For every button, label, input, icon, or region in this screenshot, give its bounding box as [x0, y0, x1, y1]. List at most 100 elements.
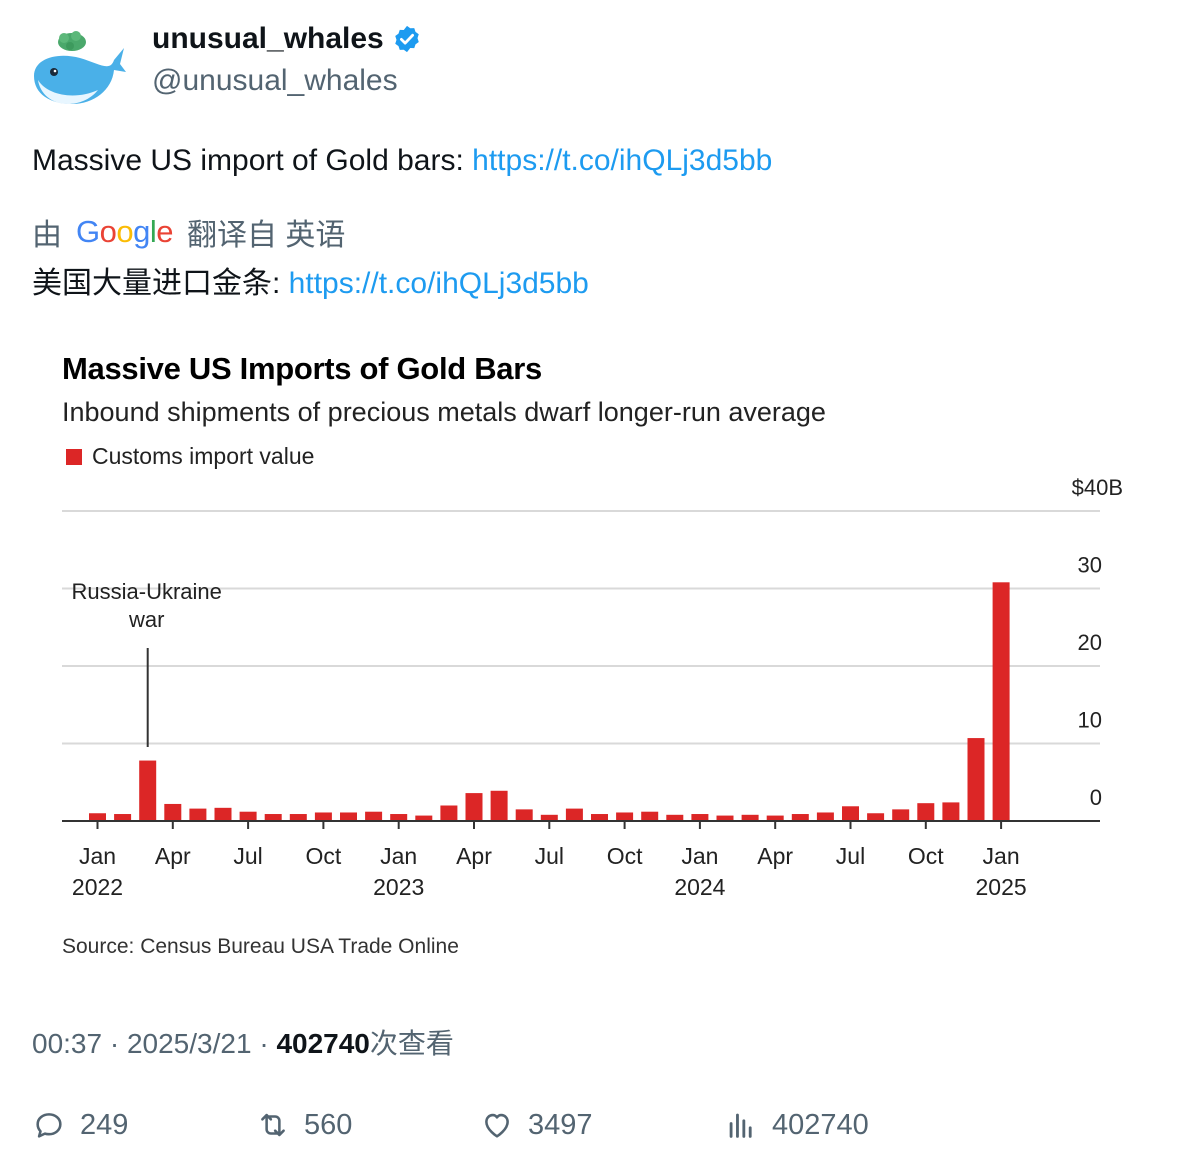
bar-nov-2022 — [340, 812, 357, 821]
tweet-link[interactable]: https://t.co/ihQLj3d5bb — [472, 144, 773, 177]
bar-feb-2023 — [415, 815, 433, 821]
y-tick-label: 30 — [1078, 553, 1102, 578]
display-name-text: unusual_whales — [152, 22, 384, 55]
bar-apr-2024 — [766, 815, 784, 821]
bar-jan-2024 — [691, 814, 709, 821]
legend-label: Customs import value — [92, 443, 315, 469]
bar-apr-2022 — [164, 803, 182, 821]
verified-badge-icon — [392, 24, 422, 54]
chart-subtitle: Inbound shipments of precious metals dwa… — [62, 397, 826, 427]
annotation-label: war — [128, 607, 164, 632]
heart-icon — [485, 1113, 509, 1138]
x-tick-label: Apr — [757, 843, 793, 869]
bar-aug-2024 — [867, 813, 885, 821]
tweet-date[interactable]: 2025/3/21 — [126, 1028, 252, 1059]
retweet-icon — [261, 1113, 285, 1137]
x-tick-label: Jul — [535, 843, 564, 869]
bar-jun-2023 — [515, 809, 533, 821]
avatar[interactable] — [28, 24, 126, 112]
user-handle[interactable]: @unusual_whales — [152, 64, 398, 97]
bar-oct-2022 — [314, 812, 332, 821]
like-button[interactable]: 3497 — [480, 1108, 593, 1142]
bar-oct-2023 — [616, 812, 634, 821]
x-tick-year-label: 2023 — [373, 874, 424, 900]
translated-text: 美国大量进口金条: https://t.co/ihQLj3d5bb — [32, 258, 589, 302]
google-logo[interactable]: Google — [76, 214, 174, 249]
bar-mar-2023 — [440, 805, 458, 821]
views-button[interactable]: 402740 — [724, 1108, 869, 1142]
like-count: 3497 — [528, 1108, 593, 1141]
x-tick-label: Oct — [607, 843, 643, 869]
bar-sep-2024 — [892, 809, 910, 821]
analytics-icon — [729, 1113, 752, 1138]
y-tick-label: 0 — [1090, 785, 1102, 810]
x-tick-label: Jan — [681, 843, 718, 869]
meta-separator: · — [109, 1028, 127, 1059]
annotation-label: Russia-Ukraine — [72, 579, 222, 604]
bar-mar-2022 — [139, 760, 157, 821]
bar-jan-2023 — [390, 814, 408, 821]
bar-jan-2022 — [89, 813, 106, 821]
x-tick-label: Apr — [155, 843, 191, 869]
views-count: 402740 — [772, 1108, 869, 1141]
bar-may-2022 — [189, 808, 207, 821]
meta-separator: · — [259, 1028, 277, 1059]
bar-dec-2023 — [666, 814, 684, 821]
bar-jul-2022 — [239, 811, 257, 821]
x-tick-year-label: 2022 — [72, 874, 123, 900]
reply-count: 249 — [80, 1108, 129, 1141]
translation-from-label: 翻译自 英语 — [187, 219, 346, 252]
bar-feb-2022 — [114, 814, 132, 821]
retweet-button[interactable]: 560 — [256, 1108, 352, 1142]
view-count: 402740 — [276, 1028, 370, 1059]
x-tick-label: Jan — [79, 843, 116, 869]
x-tick-label: Jul — [233, 843, 262, 869]
bar-nov-2024 — [942, 802, 960, 821]
bar-nov-2023 — [641, 811, 659, 821]
bar-jun-2022 — [214, 807, 232, 821]
bar-jan-2025 — [992, 582, 1010, 821]
chart-legend: Customs import value — [66, 443, 314, 470]
bar-may-2023 — [490, 790, 508, 821]
bar-jul-2024 — [842, 806, 859, 821]
translated-link[interactable]: https://t.co/ihQLj3d5bb — [288, 267, 589, 300]
legend-swatch — [66, 448, 82, 465]
x-tick-label: Apr — [456, 843, 492, 869]
bar-oct-2024 — [917, 803, 935, 821]
bar-jun-2024 — [816, 812, 834, 821]
retweet-count: 560 — [304, 1108, 353, 1141]
bar-sep-2023 — [591, 814, 608, 821]
tweet-body: Massive US import of Gold bars: — [32, 144, 473, 177]
bar-may-2024 — [791, 814, 809, 821]
x-tick-label: Jan — [380, 843, 417, 869]
view-count-label: 次查看 — [369, 1028, 454, 1059]
translated-body: 美国大量进口金条: — [32, 267, 289, 300]
bar-dec-2024 — [967, 738, 985, 821]
translation-by-label: 由 — [32, 219, 62, 252]
bar-feb-2024 — [716, 815, 734, 821]
y-tick-label: $40B — [1072, 475, 1123, 500]
reply-button[interactable]: 249 — [32, 1108, 128, 1142]
bar-aug-2023 — [565, 808, 583, 821]
bar-mar-2024 — [741, 814, 759, 821]
x-tick-label: Jan — [983, 843, 1020, 869]
translation-attribution: 由 Google 翻译自 英语 — [32, 210, 345, 254]
bar-chart: $40B 30 20 10 0 Jan 2022 Apr Jul Oct Jan 2023 Apr Jul… — [62, 475, 1123, 900]
x-tick-label: Oct — [306, 843, 342, 869]
bar-aug-2022 — [264, 814, 282, 821]
chart-image[interactable]: Massive US Imports of Gold Bars Inbound … — [40, 335, 1160, 985]
tweet-time[interactable]: 00:37 — [32, 1028, 103, 1059]
chart-source: Source: Census Bureau USA Trade Online — [62, 935, 459, 958]
y-tick-label: 20 — [1078, 630, 1102, 655]
x-tick-label: Jul — [836, 843, 865, 869]
bar-dec-2022 — [365, 811, 383, 821]
whale-logo — [34, 31, 126, 104]
x-tick-year-label: 2024 — [674, 874, 725, 900]
action-bar: 249 560 3497 402740 — [32, 1108, 932, 1152]
bar-apr-2023 — [465, 793, 483, 821]
chart-title: Massive US Imports of Gold Bars — [62, 351, 542, 386]
reply-icon — [36, 1113, 62, 1138]
x-tick-label: Oct — [908, 843, 944, 869]
display-name[interactable]: unusual_whales — [152, 22, 422, 56]
bar-jul-2023 — [540, 814, 558, 821]
